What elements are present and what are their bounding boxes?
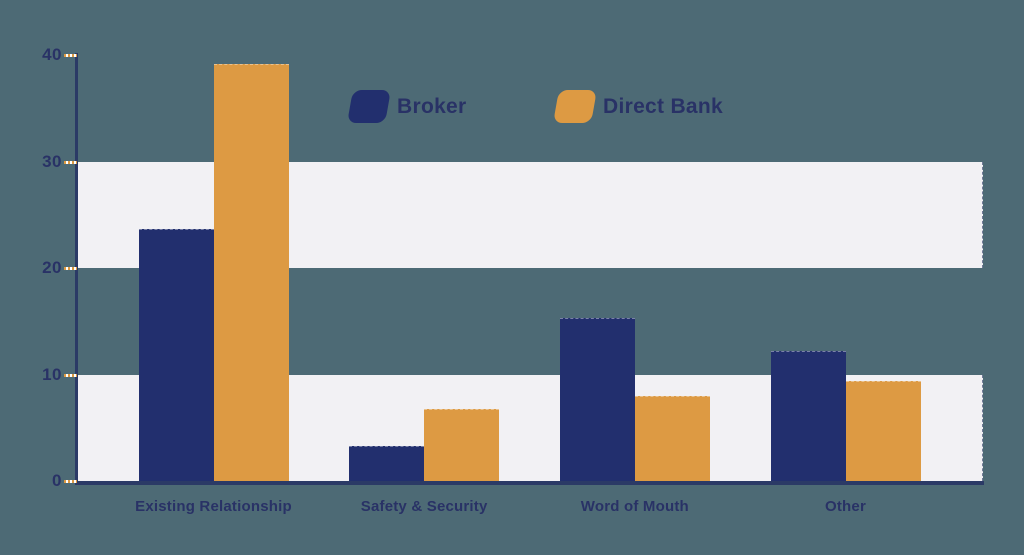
y-tick-dash-30: [64, 160, 77, 164]
legend-label-broker: Broker: [397, 95, 467, 118]
bar-direct-bank-safety-security: [424, 408, 500, 481]
x-label-existing-relationship: Existing Relationship: [135, 498, 292, 515]
bar-direct-bank-word-of-mouth: [634, 395, 710, 481]
y-tick-label-40: 40: [42, 45, 62, 64]
bar-broker-existing-relationship: [138, 228, 214, 481]
x-label-safety-security: Safety & Security: [360, 498, 488, 515]
x-label-other: Other: [824, 498, 866, 515]
y-tick-label-10: 10: [42, 364, 62, 384]
y-tick-dash-10: [64, 373, 77, 377]
legend-swatch-direct-bank: [553, 90, 597, 123]
x-label-word-of-mouth: Word of Mouth: [580, 498, 689, 515]
bar-broker-safety-security: [349, 445, 425, 481]
legend-label-direct-bank: Direct Bank: [603, 95, 724, 118]
y-tick-dash-40: [64, 54, 77, 57]
y-tick-label-0: 0: [52, 471, 62, 490]
x-axis-line: [75, 481, 984, 485]
bar-direct-bank-existing-relationship: [213, 63, 289, 481]
bar-broker-word-of-mouth: [559, 318, 635, 481]
legend-item-direct-bank: Direct Bank: [553, 90, 724, 123]
y-tick-dash-20: [64, 267, 77, 270]
y-tick-label-20: 20: [42, 258, 62, 277]
y-tick-label-30: 30: [42, 151, 62, 171]
y-tick-dash-0: [64, 480, 77, 483]
legend-swatch-broker: [347, 90, 391, 123]
bar-broker-other: [770, 351, 846, 481]
legend-item-broker: Broker: [347, 90, 467, 123]
bar-direct-bank-other: [845, 380, 921, 481]
